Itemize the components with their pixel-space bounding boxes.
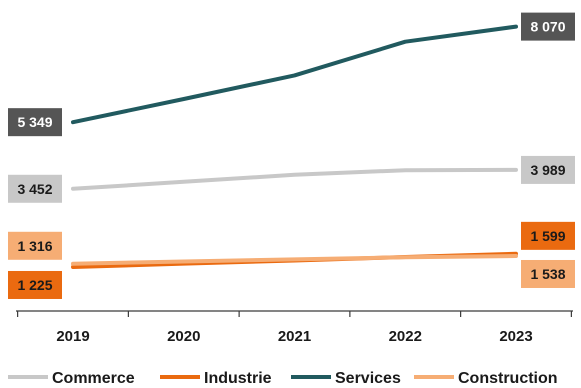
data-label-box xyxy=(8,270,62,299)
legend-label: Industrie xyxy=(204,370,272,387)
series-line-services xyxy=(71,24,518,125)
data-label-construction-2019: 1 316 xyxy=(8,231,62,260)
legend: Commerce Industrie Services Construction xyxy=(8,370,558,387)
legend-item-construction: Construction xyxy=(414,370,558,387)
data-label-box xyxy=(8,231,62,260)
data-label-box xyxy=(521,155,575,184)
data-label-box xyxy=(521,221,575,250)
legend-label: Commerce xyxy=(52,370,135,387)
data-label-text: 1 538 xyxy=(530,266,565,282)
data-label-text: 3 452 xyxy=(17,181,52,197)
data-label-box xyxy=(521,12,575,41)
data-label-text: 1 599 xyxy=(530,228,565,244)
x-tick-label-2021: 2021 xyxy=(278,328,311,345)
legend-item-industrie: Industrie xyxy=(160,370,272,387)
series-line-commerce xyxy=(71,167,518,191)
x-tick-label-2019: 2019 xyxy=(56,328,89,345)
legend-item-commerce: Commerce xyxy=(8,370,135,387)
data-label-services-2023: 8 070 xyxy=(521,12,575,41)
data-label-text: 3 989 xyxy=(530,162,565,178)
legend-label: Construction xyxy=(458,370,558,387)
data-label-commerce-2019: 3 452 xyxy=(8,174,62,203)
data-label-text: 8 070 xyxy=(530,19,565,35)
x-axis-ticks: 2019 2020 2021 2022 2023 xyxy=(17,311,572,345)
data-label-construction-2023: 1 538 xyxy=(521,259,575,288)
x-tick-label-2023: 2023 xyxy=(499,328,532,345)
series-lines xyxy=(71,24,518,269)
legend-item-services: Services xyxy=(291,370,401,387)
data-label-text: 5 349 xyxy=(17,114,52,130)
legend-label: Services xyxy=(335,370,401,387)
data-label-text: 1 316 xyxy=(17,238,52,254)
data-label-industrie-2023: 1 599 xyxy=(521,221,575,250)
data-label-text: 1 225 xyxy=(17,277,52,293)
data-label-services-2019: 5 349 xyxy=(8,108,62,137)
data-label-box xyxy=(8,108,62,137)
x-tick-label-2022: 2022 xyxy=(389,328,422,345)
data-label-box xyxy=(521,259,575,288)
data-label-box xyxy=(8,174,62,203)
x-tick-label-2020: 2020 xyxy=(167,328,200,345)
data-label-industrie-2019: 1 225 xyxy=(8,270,62,299)
data-labels: 3 452 3 989 1 225 1 599 5 349 8 070 1 316 1 538 xyxy=(8,12,575,299)
series-line-construction xyxy=(71,254,518,266)
data-label-commerce-2023: 3 989 xyxy=(521,155,575,184)
